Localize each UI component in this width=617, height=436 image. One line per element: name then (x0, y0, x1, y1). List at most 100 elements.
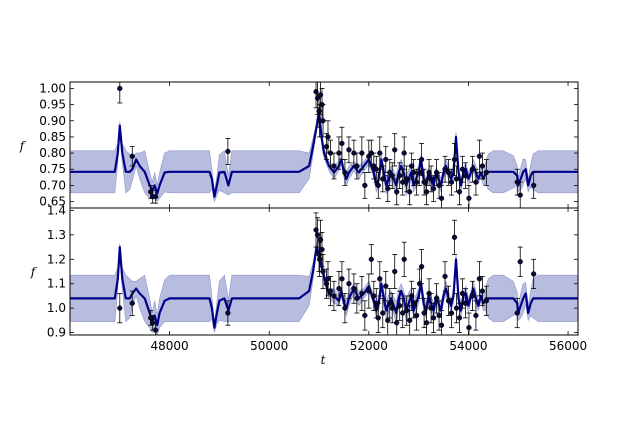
x-axis-label: t (321, 353, 326, 367)
top-data-point (380, 165, 386, 193)
point-marker (387, 300, 393, 306)
bottom-data-point (409, 280, 415, 311)
point-marker (410, 300, 417, 306)
point-marker (225, 148, 231, 155)
point-marker (433, 295, 440, 302)
point-marker (421, 310, 427, 316)
bottom-data-point (445, 285, 452, 316)
top-data-point (459, 155, 466, 183)
bottom-data-point (359, 275, 365, 311)
point-marker (459, 166, 466, 172)
point-marker (148, 189, 154, 195)
point-marker (453, 305, 460, 311)
point-marker (375, 315, 381, 321)
point-marker (476, 276, 483, 282)
point-marker (380, 310, 386, 316)
top-data-point (483, 159, 490, 186)
x-tick-label: 56000 (549, 339, 587, 353)
point-marker (430, 315, 437, 321)
point-marker (331, 293, 337, 299)
point-marker (404, 307, 410, 314)
top-data-point (397, 162, 403, 190)
top-data-point (410, 159, 417, 186)
point-marker (416, 169, 423, 176)
point-marker (401, 150, 407, 156)
top-data-point (445, 159, 452, 186)
top-data-point (377, 136, 383, 170)
bottom-data-point (342, 293, 348, 324)
point-marker (366, 288, 372, 294)
point-marker (514, 310, 520, 316)
y-tick-label: 0.75 (39, 162, 66, 176)
bottom-data-point (451, 219, 458, 255)
x-tick-label: 54000 (449, 339, 487, 353)
top-data-point (421, 168, 427, 196)
top-data-point (418, 142, 425, 177)
point-marker (225, 310, 231, 316)
bottom-data-point (389, 293, 395, 324)
bottom-data-point (336, 271, 342, 307)
top-data-point (404, 165, 410, 193)
point-marker (428, 176, 434, 182)
point-marker (385, 185, 391, 192)
bottom-data-point (368, 244, 374, 275)
point-marker (362, 182, 368, 189)
bottom-x-ticks: 48000 50000 52000 54000 56000 (151, 208, 587, 353)
point-marker (407, 189, 413, 195)
point-marker (410, 169, 417, 176)
y-tick-label: 0.65 (39, 195, 66, 209)
point-marker (466, 325, 472, 331)
bottom-data-point (383, 271, 389, 302)
point-marker (368, 256, 374, 262)
top-data-point (359, 136, 365, 170)
top-data-point (466, 184, 472, 208)
point-marker (479, 163, 486, 169)
point-marker (423, 189, 430, 195)
y-tick-label: 1.0 (47, 301, 66, 315)
top-observations (117, 82, 537, 208)
top-y-axis-label: f (19, 139, 27, 153)
point-marker (339, 140, 345, 147)
point-marker (448, 310, 455, 316)
top-data-point (401, 136, 407, 170)
point-marker (117, 305, 123, 311)
bottom-data-point (129, 290, 135, 316)
point-marker (389, 305, 395, 311)
bottom-data-point (331, 280, 337, 311)
top-data-point (531, 172, 537, 199)
top-data-point (362, 172, 368, 199)
bottom-data-point (400, 297, 406, 329)
bottom-observations (117, 212, 537, 335)
point-marker (448, 179, 455, 185)
top-data-point (517, 181, 523, 208)
top-data-point (153, 189, 159, 204)
top-data-point (336, 136, 342, 170)
point-marker (389, 173, 395, 179)
bottom-data-point (375, 302, 381, 333)
y-tick-label: 0.85 (39, 130, 66, 144)
bottom-axes-frame (69, 207, 579, 336)
bottom-confidence-band (70, 243, 578, 335)
point-marker (418, 263, 425, 270)
point-marker (325, 134, 331, 140)
top-data-point (448, 168, 455, 196)
y-tick-label: 1.1 (47, 277, 66, 291)
bottom-data-point (531, 258, 537, 289)
point-marker (371, 293, 377, 299)
bottom-panel: 0.9 1.0 1.1 1.2 1.3 1.4 48000 50000 52000 54000 5… (30, 203, 587, 367)
point-marker (445, 298, 452, 304)
bottom-data-point (397, 290, 403, 321)
y-tick-label: 1.00 (39, 81, 66, 95)
point-marker (531, 182, 537, 189)
bottom-data-point (117, 293, 123, 324)
point-marker (401, 256, 407, 262)
top-data-point (426, 159, 432, 186)
bottom-band-area (70, 243, 578, 335)
bottom-data-point (453, 293, 460, 324)
y-tick-label: 1.4 (47, 203, 66, 217)
bottom-data-point (438, 310, 445, 335)
point-marker (438, 195, 445, 201)
x-tick-label: 48000 (151, 339, 189, 353)
point-marker (336, 285, 342, 292)
point-marker (314, 232, 321, 238)
